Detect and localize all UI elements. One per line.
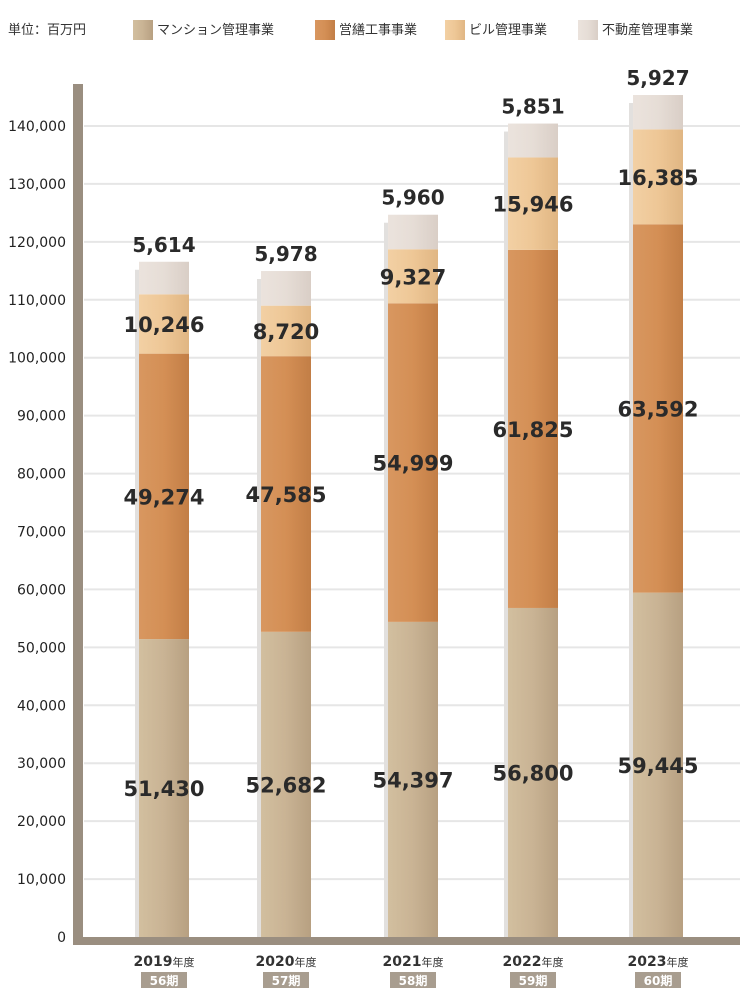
y-tick-label: 130,000 [8, 177, 66, 193]
bar-segment-realestate [633, 95, 683, 130]
value-label-repair: 47,585 [245, 483, 326, 507]
y-axis-ticks: 0 10,000 20,000 30,000 40,000 50,000 60,000 70,… [8, 119, 66, 946]
x-tick-label: 2022年度 [503, 954, 564, 970]
period-badge [390, 972, 436, 988]
bar-segment-mansion [261, 631, 311, 937]
y-tick-label: 110,000 [8, 293, 66, 309]
bar-segment-repair [261, 356, 311, 632]
y-tick-label: 120,000 [8, 235, 66, 251]
bar-segment-realestate [139, 261, 189, 295]
value-label-realestate: 5,614 [132, 233, 195, 257]
bar-segment-building [139, 294, 189, 354]
value-label-realestate: 5,960 [381, 186, 444, 210]
value-label-building: 8,720 [253, 320, 319, 344]
x-tick-label: 2023年度 [628, 954, 689, 970]
legend-swatch-realestate [578, 20, 598, 40]
x-tick-label: 2019年度 [134, 954, 195, 970]
y-tick-label: 60,000 [17, 582, 66, 598]
period-badge [263, 972, 309, 988]
bar-segment-realestate [261, 271, 311, 306]
legend-label-repair: 営繕工事事業 [339, 22, 417, 38]
bar-shadow [629, 103, 633, 937]
period-label: 56期 [150, 973, 179, 988]
bar-shadow [504, 131, 508, 937]
value-labels: 51,430 49,274 10,246 5,614 52,682 47,585 8,720… [123, 66, 698, 801]
y-tick-label: 0 [57, 930, 66, 946]
y-tick-label: 30,000 [17, 756, 66, 772]
y-tick-label: 70,000 [17, 525, 66, 541]
value-label-mansion: 52,682 [245, 773, 326, 797]
legend: マンション管理事業 営繕工事事業 ビル管理事業 不動産管理事業 [133, 20, 693, 40]
legend-label-realestate: 不動産管理事業 [602, 22, 693, 38]
unit-label: 単位：百万円 [8, 22, 86, 38]
period-badge [510, 972, 556, 988]
value-label-realestate: 5,927 [626, 66, 689, 90]
bar-segment-mansion [508, 607, 558, 937]
bar-segment-repair [633, 224, 683, 593]
value-label-repair: 49,274 [123, 485, 204, 509]
y-tick-label: 20,000 [17, 814, 66, 830]
bar-segment-mansion [633, 592, 683, 937]
x-axis-line [73, 937, 740, 945]
bars [135, 95, 683, 937]
legend-swatch-mansion [133, 20, 153, 40]
x-axis-labels: 2019年度 56期 2020年度 57期 2021年度 58期 2022年度 59期 2023… [134, 954, 689, 988]
period-label: 57期 [272, 973, 301, 988]
bar-segment-building [508, 157, 558, 250]
legend-label-building: ビル管理事業 [469, 22, 547, 38]
bar-segment-mansion [139, 639, 189, 937]
x-tick-label: 2021年度 [383, 954, 444, 970]
bar-segment-realestate [508, 123, 558, 158]
bar-shadow [384, 222, 388, 937]
axes [73, 84, 740, 945]
y-tick-label: 50,000 [17, 640, 66, 656]
value-label-repair: 63,592 [617, 397, 698, 421]
value-label-repair: 61,825 [492, 418, 573, 442]
value-label-building: 16,385 [617, 166, 698, 190]
value-label-building: 9,327 [380, 265, 446, 289]
value-label-realestate: 5,978 [254, 242, 317, 266]
y-tick-label: 100,000 [8, 351, 66, 367]
bar-segment-repair [508, 249, 558, 608]
y-tick-label: 80,000 [17, 467, 66, 483]
bar-segment-repair [139, 353, 189, 640]
period-label: 59期 [519, 973, 548, 988]
value-label-mansion: 56,800 [492, 761, 573, 785]
value-label-realestate: 5,851 [501, 95, 564, 119]
bar-segment-mansion [388, 621, 438, 937]
bar-segment-building [261, 305, 311, 357]
legend-label-mansion: マンション管理事業 [157, 22, 274, 38]
bar-segment-building [633, 129, 683, 225]
value-label-mansion: 54,397 [372, 768, 453, 792]
legend-swatch-repair [315, 20, 335, 40]
y-tick-label: 40,000 [17, 698, 66, 714]
value-label-mansion: 59,445 [617, 754, 698, 778]
value-label-repair: 54,999 [372, 452, 453, 476]
y-tick-label: 140,000 [8, 119, 66, 135]
period-label: 58期 [399, 973, 428, 988]
legend-swatch-building [445, 20, 465, 40]
bar-segment-building [388, 249, 438, 304]
value-label-mansion: 51,430 [123, 777, 204, 801]
period-label: 60期 [644, 973, 673, 988]
y-tick-label: 90,000 [17, 409, 66, 425]
value-label-building: 15,946 [492, 193, 573, 217]
bar-shadow [135, 269, 139, 937]
x-tick-label: 2020年度 [256, 954, 317, 970]
bar-segment-repair [388, 303, 438, 622]
value-label-building: 10,246 [123, 313, 204, 337]
y-axis-line [73, 84, 83, 943]
bar-shadow [257, 279, 261, 937]
y-tick-label: 10,000 [17, 872, 66, 888]
bar-segment-realestate [388, 214, 438, 250]
period-badge [635, 972, 681, 988]
period-badge [141, 972, 187, 988]
